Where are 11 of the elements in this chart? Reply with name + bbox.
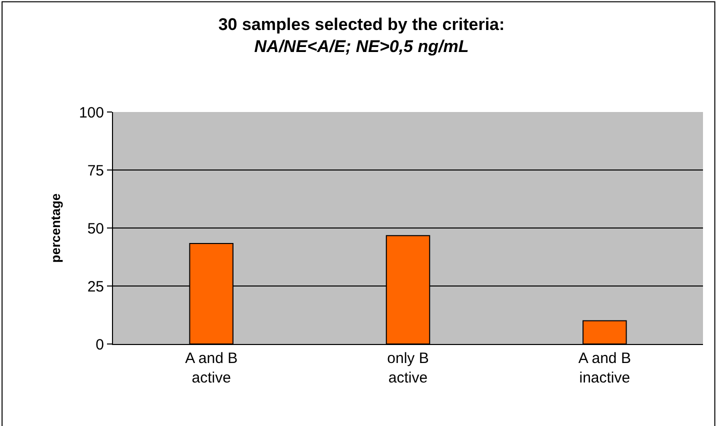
chart-title: 30 samples selected by the criteria: [218, 14, 505, 34]
chart-subtitle: NA/NE<A/E; NE>0,5 ng/mL [254, 36, 469, 56]
y-tick-label: 100 [78, 104, 104, 122]
y-axis-title: percentage [48, 193, 63, 263]
y-tick-label: 75 [87, 162, 104, 180]
x-tick-label: A and B active [185, 350, 238, 386]
y-tick-label: 0 [96, 336, 104, 354]
x-tick-label: only B active [387, 350, 429, 386]
y-tick-label: 50 [87, 220, 104, 238]
y-tick-label: 25 [87, 278, 104, 296]
x-tick-label: A and B inactive [578, 350, 631, 386]
